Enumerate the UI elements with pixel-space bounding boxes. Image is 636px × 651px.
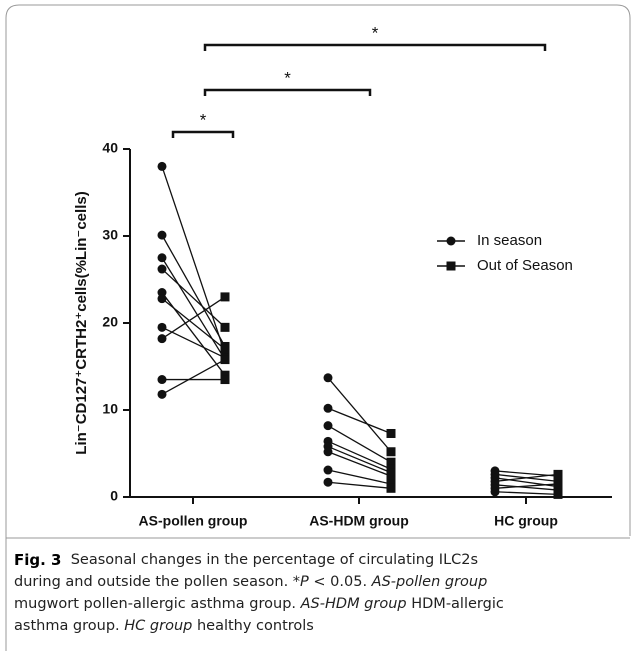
circle-marker (323, 465, 333, 475)
significance-label: * (372, 23, 379, 42)
circle-marker (157, 322, 167, 332)
y-tick-label: 10 (102, 401, 118, 417)
significance-bracket (203, 88, 372, 96)
square-marker (220, 322, 230, 332)
x-tick-label: AS-HDM group (309, 513, 409, 529)
caption-text: Seasonal changes in the percentage of ci… (61, 552, 478, 568)
square-marker (386, 471, 396, 481)
circle-marker (157, 253, 167, 263)
pair-line (327, 425, 392, 463)
pair-line (327, 407, 392, 435)
circle-marker (323, 421, 333, 431)
pair-line (327, 469, 392, 485)
x-tick-label: AS-pollen group (139, 513, 248, 529)
caption-text: P (300, 574, 309, 590)
caption-text: during and outside the pollen season. * (14, 574, 300, 590)
circle-marker (323, 403, 333, 413)
square-marker (446, 261, 456, 271)
pair-line (161, 292, 226, 376)
square-marker (220, 375, 230, 385)
circle-marker (157, 264, 167, 274)
circle-marker (490, 487, 500, 497)
y-tick-label: 30 (102, 227, 118, 243)
square-marker (220, 344, 230, 354)
pair-line (494, 491, 559, 496)
pair-line (161, 166, 226, 354)
circle-marker (157, 375, 167, 385)
square-marker (553, 489, 563, 499)
frame (5, 4, 631, 651)
caption-text: AS-HDM group (300, 596, 407, 612)
square-marker (220, 292, 230, 302)
legend-label: Out of Season (477, 257, 573, 274)
square-marker (553, 479, 563, 489)
caption-text: HDM-allergic (407, 596, 504, 612)
pair-line (327, 445, 392, 474)
legend-label: In season (477, 232, 542, 249)
square-marker (386, 428, 396, 438)
pair-line (161, 234, 226, 347)
y-axis-label: Lin⁻CD127⁺CRTH2⁺cells(%Lin⁻cells) (73, 191, 90, 454)
x-tick-label: HC group (494, 513, 558, 529)
circle-marker (157, 334, 167, 344)
circle-marker (157, 389, 167, 399)
pair-line (161, 268, 226, 328)
caption-text: AS-pollen group (371, 574, 488, 590)
square-marker (386, 447, 396, 457)
circle-marker (157, 294, 167, 304)
circle-marker (157, 230, 167, 240)
significance-label: * (200, 110, 207, 129)
y-tick-label: 20 (102, 314, 118, 330)
caption-text: < 0.05. (309, 574, 372, 590)
circle-marker (323, 477, 333, 487)
y-tick-label: 40 (102, 140, 118, 156)
pair-line (327, 481, 392, 489)
pair-line (161, 358, 226, 395)
significance-bracket (171, 130, 235, 138)
square-marker (553, 469, 563, 479)
pair-line (494, 483, 559, 489)
circle-marker (446, 236, 456, 246)
circle-marker (157, 161, 167, 171)
caption-text: asthma group. (14, 618, 124, 634)
pair-line (494, 484, 559, 491)
circle-marker (323, 447, 333, 457)
pair-line (327, 451, 392, 477)
caption-text: Fig. 3 (14, 551, 61, 569)
caption-text: mugwort pollen-allergic asthma group. (14, 596, 301, 612)
pair-line (161, 298, 226, 350)
circle-marker (323, 373, 333, 383)
caption-line: Fig. 3 Seasonal changes in the percentag… (14, 551, 478, 569)
caption-line: mugwort pollen-allergic asthma group. AS… (14, 596, 504, 612)
pair-line (327, 377, 392, 453)
square-marker (220, 355, 230, 365)
caption-line: during and outside the pollen season. *P… (14, 574, 487, 590)
square-marker (386, 483, 396, 493)
caption-line: asthma group. HC group healthy controls (14, 618, 314, 634)
caption-text: HC group (124, 618, 192, 634)
pair-line (161, 257, 226, 360)
y-tick-label: 0 (110, 488, 118, 504)
pair-line (494, 473, 559, 482)
caption-text: healthy controls (192, 618, 314, 634)
significance-bracket (203, 43, 547, 51)
pair-line (327, 440, 392, 470)
pair-line (161, 296, 226, 340)
significance-label: * (284, 68, 291, 87)
square-marker (386, 457, 396, 467)
